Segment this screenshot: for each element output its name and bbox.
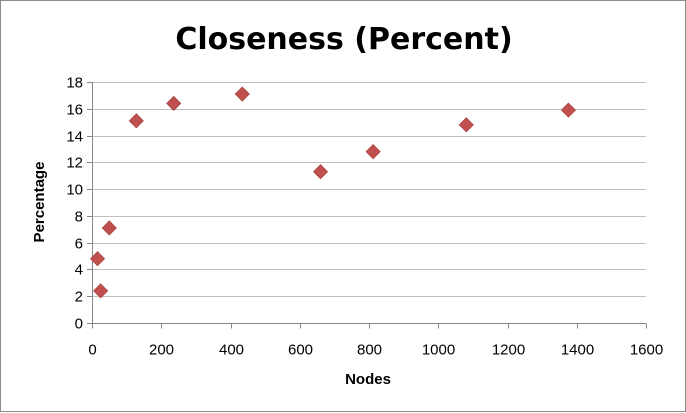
data-point bbox=[101, 220, 117, 236]
x-tick-label: 800 bbox=[357, 342, 382, 359]
y-tick-label: 18 bbox=[66, 75, 83, 92]
y-tick-label: 8 bbox=[75, 209, 83, 226]
data-point bbox=[89, 251, 106, 267]
y-tick-label: 0 bbox=[75, 316, 83, 333]
gridlines bbox=[92, 82, 646, 297]
data-point bbox=[93, 283, 109, 299]
data-point bbox=[312, 164, 329, 180]
x-tick-label: 1400 bbox=[561, 342, 594, 359]
data-point bbox=[234, 86, 250, 102]
y-axis-title: Percentage bbox=[31, 162, 48, 243]
x-tick-label: 1200 bbox=[492, 342, 525, 359]
y-tick-label: 10 bbox=[66, 182, 83, 199]
data-point bbox=[365, 144, 381, 160]
y-tick-label: 12 bbox=[66, 155, 83, 172]
x-tick-label: 0 bbox=[88, 342, 96, 359]
x-tick-label: 1000 bbox=[422, 342, 455, 359]
x-tick-label: 600 bbox=[288, 342, 313, 359]
data-point bbox=[458, 117, 474, 133]
x-tick-label: 200 bbox=[149, 342, 174, 359]
y-tick-label: 6 bbox=[75, 236, 83, 253]
tick-labels: 0 2 4 6 8 10 12 14 16 18 0 200 400 600 800 1000 1200 1400… bbox=[66, 75, 663, 359]
x-tick-label: 1600 bbox=[630, 342, 663, 359]
y-tick-label: 14 bbox=[66, 129, 83, 146]
data-point bbox=[166, 95, 182, 111]
axes bbox=[87, 82, 647, 329]
x-tick-label: 400 bbox=[219, 342, 244, 359]
y-tick-label: 16 bbox=[66, 102, 83, 119]
data-point bbox=[560, 102, 577, 118]
x-axis-title: Nodes bbox=[345, 371, 391, 388]
data-points bbox=[89, 86, 577, 299]
chart-title: Closeness (Percent) bbox=[175, 22, 512, 57]
y-tick-label: 4 bbox=[75, 262, 83, 279]
y-tick-label: 2 bbox=[75, 289, 83, 306]
data-point bbox=[128, 113, 144, 129]
